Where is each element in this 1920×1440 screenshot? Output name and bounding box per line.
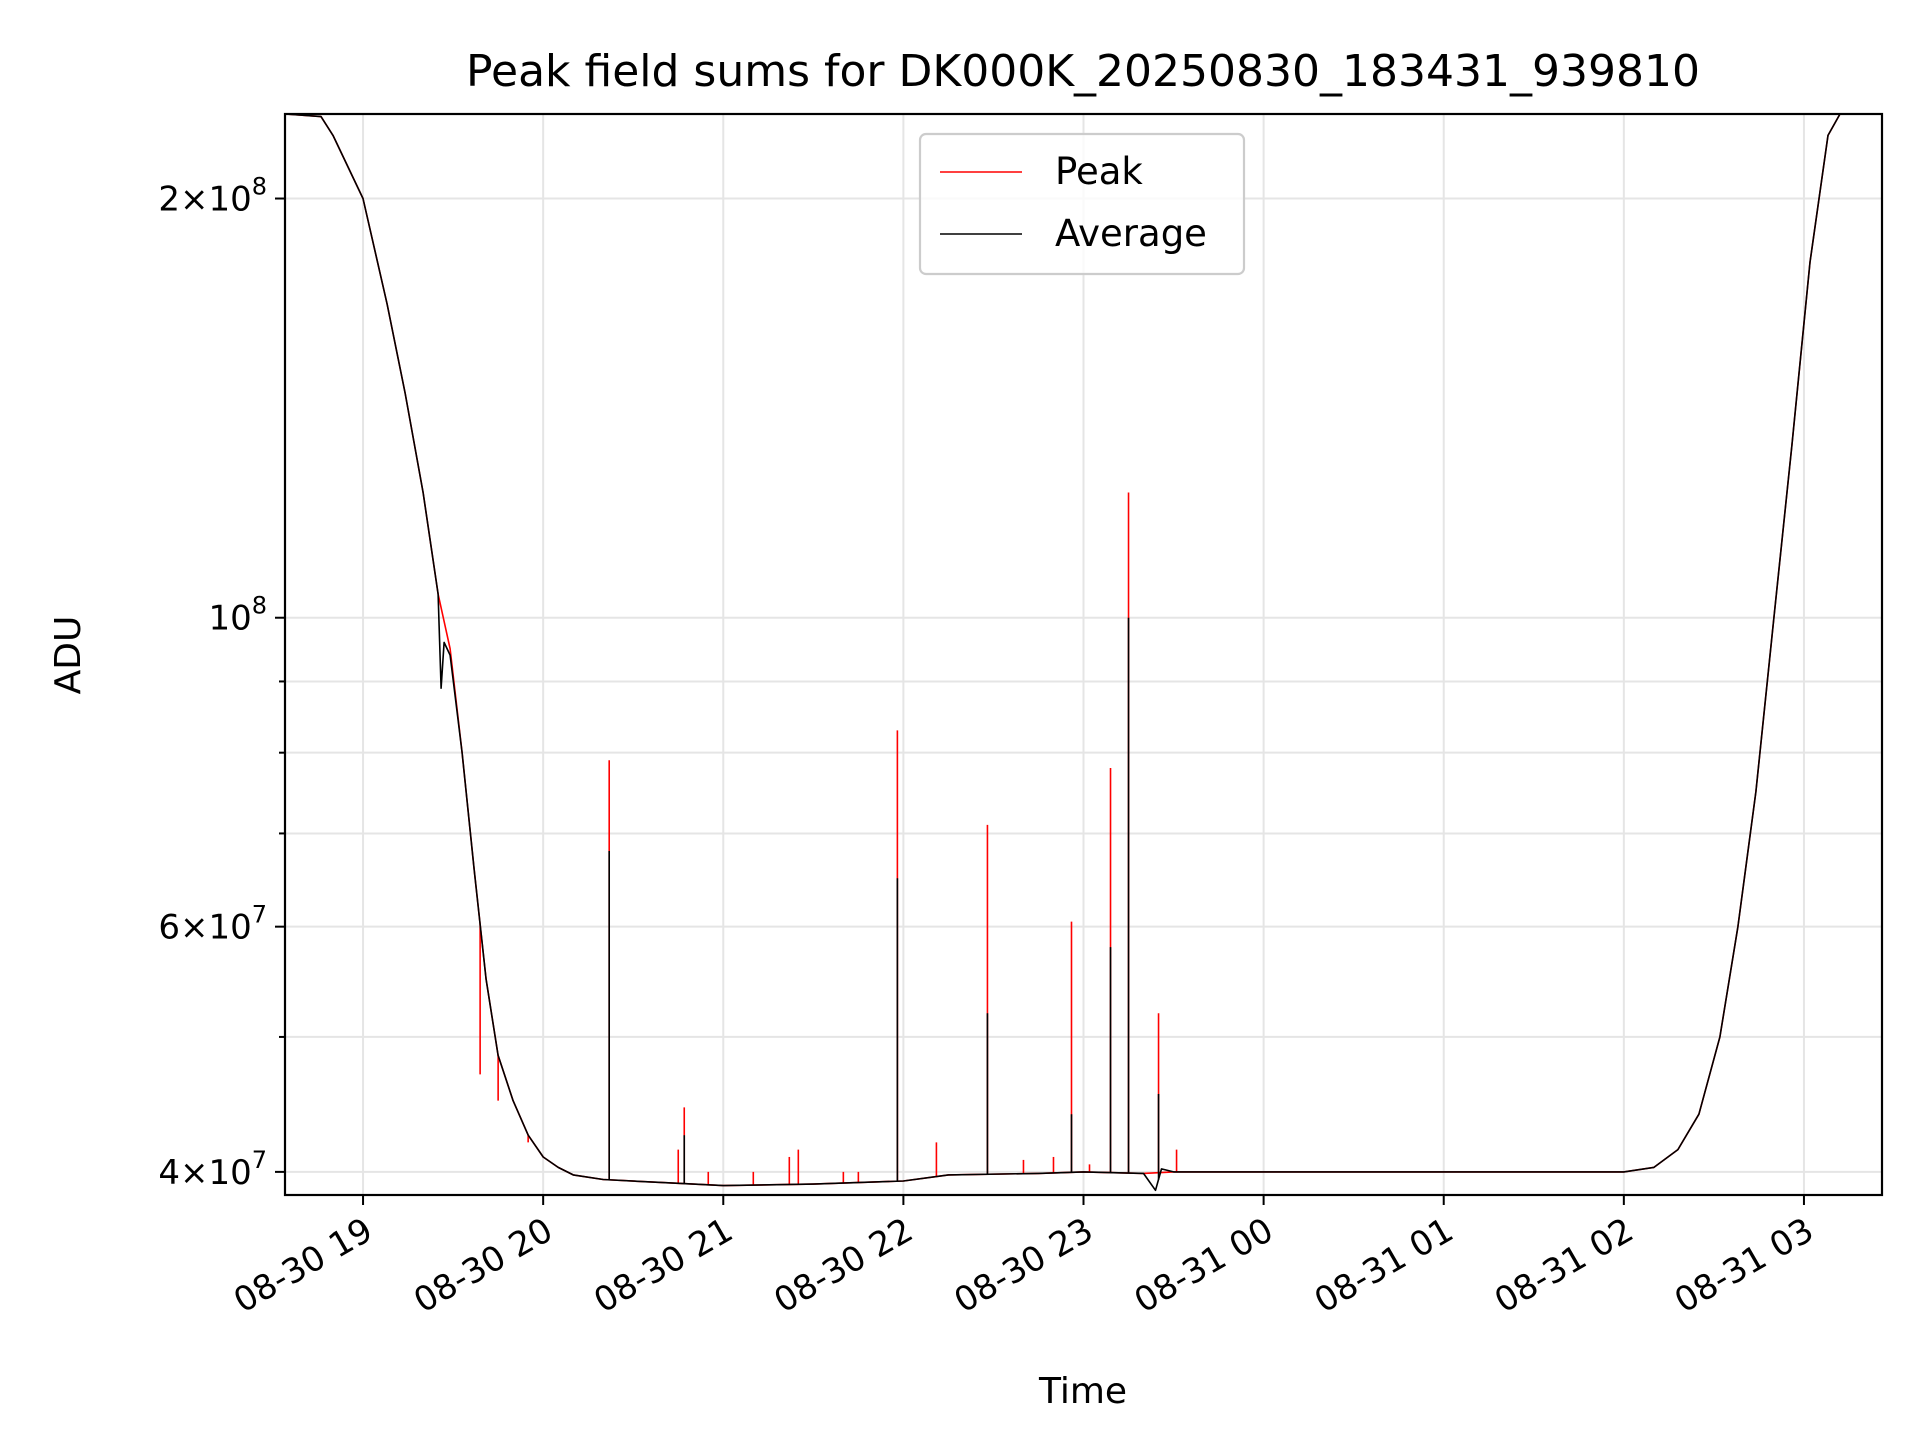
legend-label-average: Average	[1055, 212, 1207, 255]
y-tick-label-exponent: 7	[252, 901, 267, 929]
legend-box	[918, 132, 1246, 276]
y-axis-label: ADU	[48, 616, 89, 695]
y-tick-label-mantissa: 10	[208, 599, 251, 639]
series-line-average	[285, 114, 1882, 1192]
y-tick-label-mantissa: 4×10	[158, 1153, 251, 1193]
y-tick-label-exponent: 7	[252, 1146, 267, 1174]
chart-title: Peak field sums for DK000K_20250830_1834…	[466, 46, 1700, 97]
y-tick-label: 2×108	[158, 173, 267, 220]
y-tick-label-exponent: 8	[252, 173, 267, 201]
y-tick-label-exponent: 8	[252, 592, 267, 620]
y-tick-label-mantissa: 6×10	[158, 908, 251, 948]
legend-label-peak: Peak	[1055, 150, 1143, 193]
y-tick-label: 108	[208, 592, 267, 639]
y-tick-label: 6×107	[158, 901, 267, 948]
series-average	[285, 114, 1882, 1192]
series-area	[285, 114, 1882, 1192]
legend: Peak Average	[918, 132, 1246, 276]
x-axis-label: Time	[1038, 1371, 1127, 1412]
y-tick-label: 4×107	[158, 1146, 267, 1193]
y-tick-label-mantissa: 2×10	[158, 180, 251, 220]
